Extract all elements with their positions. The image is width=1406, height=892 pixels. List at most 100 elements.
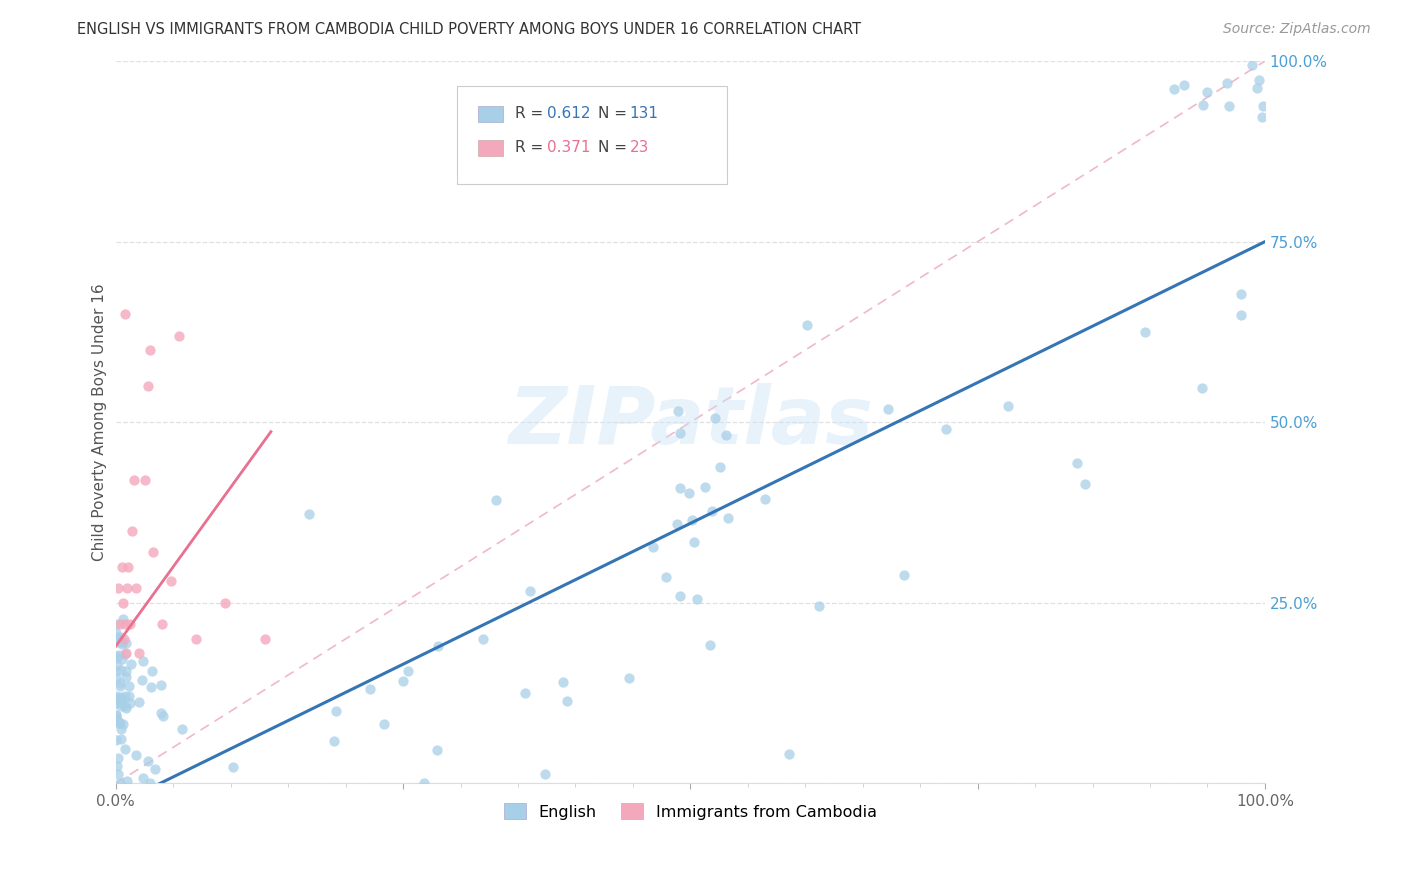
- Point: [1230, 308, 1253, 322]
- Point: [110, 680, 132, 694]
- Point: [167, 328, 190, 343]
- Point: [107, 635, 129, 649]
- Point: [107, 715, 129, 730]
- Point: [893, 568, 915, 582]
- Point: [484, 492, 506, 507]
- Point: [107, 766, 129, 780]
- Point: [107, 658, 129, 673]
- Point: [112, 611, 135, 625]
- Point: [142, 545, 165, 559]
- Point: [669, 589, 692, 603]
- Point: [796, 318, 818, 332]
- Point: [145, 762, 167, 776]
- Point: [1191, 98, 1213, 112]
- Point: [136, 379, 159, 393]
- Point: [298, 507, 321, 521]
- Point: [808, 599, 831, 613]
- Point: [115, 701, 138, 715]
- Point: [186, 632, 208, 646]
- Point: [111, 596, 134, 610]
- Point: [118, 690, 141, 704]
- Point: [105, 712, 128, 726]
- Point: [104, 664, 127, 678]
- Point: [1191, 381, 1213, 395]
- Point: [426, 742, 449, 756]
- Point: [1251, 110, 1274, 124]
- Text: Source: ZipAtlas.com: Source: ZipAtlas.com: [1223, 22, 1371, 37]
- Text: R =: R =: [515, 106, 548, 121]
- Point: [681, 513, 703, 527]
- Point: [117, 679, 139, 693]
- Point: [1251, 98, 1274, 112]
- Point: [717, 511, 740, 525]
- Point: [111, 696, 134, 710]
- Point: [105, 617, 128, 632]
- Point: [134, 473, 156, 487]
- Point: [114, 689, 136, 703]
- Point: [139, 776, 162, 790]
- Point: [136, 754, 159, 768]
- Point: [1241, 58, 1264, 72]
- Point: [1197, 85, 1219, 99]
- Point: [110, 776, 132, 790]
- Text: N =: N =: [599, 106, 633, 121]
- Point: [1133, 325, 1156, 339]
- Point: [699, 638, 721, 652]
- Point: [108, 630, 131, 644]
- Point: [1230, 287, 1253, 301]
- Point: [105, 733, 128, 747]
- Point: [108, 690, 131, 705]
- Point: [149, 678, 172, 692]
- Point: [679, 141, 702, 155]
- Point: [110, 731, 132, 746]
- Text: N =: N =: [599, 140, 633, 155]
- FancyBboxPatch shape: [457, 87, 727, 184]
- Point: [152, 708, 174, 723]
- Point: [111, 637, 134, 651]
- Point: [876, 401, 898, 416]
- Point: [530, 162, 553, 177]
- Point: [170, 723, 193, 737]
- Point: [325, 704, 347, 718]
- Point: [115, 636, 138, 650]
- Point: [120, 696, 142, 710]
- Point: [619, 671, 641, 685]
- Point: [112, 632, 135, 646]
- Point: [125, 582, 148, 596]
- Point: [685, 592, 707, 607]
- Text: ZIPatlas: ZIPatlas: [508, 384, 873, 461]
- Point: [107, 693, 129, 707]
- Point: [108, 716, 131, 731]
- Point: [427, 640, 450, 654]
- Point: [131, 673, 153, 688]
- Point: [117, 559, 139, 574]
- Point: [114, 664, 136, 678]
- Text: R =: R =: [515, 140, 548, 155]
- Point: [1218, 99, 1240, 113]
- Point: [114, 742, 136, 756]
- Point: [1163, 81, 1185, 95]
- Point: [359, 682, 381, 697]
- Point: [160, 574, 183, 589]
- Point: [132, 654, 155, 668]
- Point: [105, 649, 128, 664]
- Text: 23: 23: [630, 140, 648, 155]
- Text: 131: 131: [630, 106, 658, 121]
- Point: [141, 664, 163, 678]
- Point: [107, 751, 129, 765]
- Point: [703, 411, 725, 425]
- Point: [655, 570, 678, 584]
- Point: [778, 747, 800, 761]
- Point: [709, 459, 731, 474]
- Point: [1247, 73, 1270, 87]
- Point: [120, 657, 142, 672]
- Point: [114, 617, 136, 632]
- Point: [104, 708, 127, 723]
- Point: [392, 673, 415, 688]
- FancyBboxPatch shape: [478, 140, 503, 156]
- Point: [396, 665, 419, 679]
- Point: [997, 399, 1019, 413]
- Point: [105, 691, 128, 706]
- Point: [115, 670, 138, 684]
- Point: [115, 646, 138, 660]
